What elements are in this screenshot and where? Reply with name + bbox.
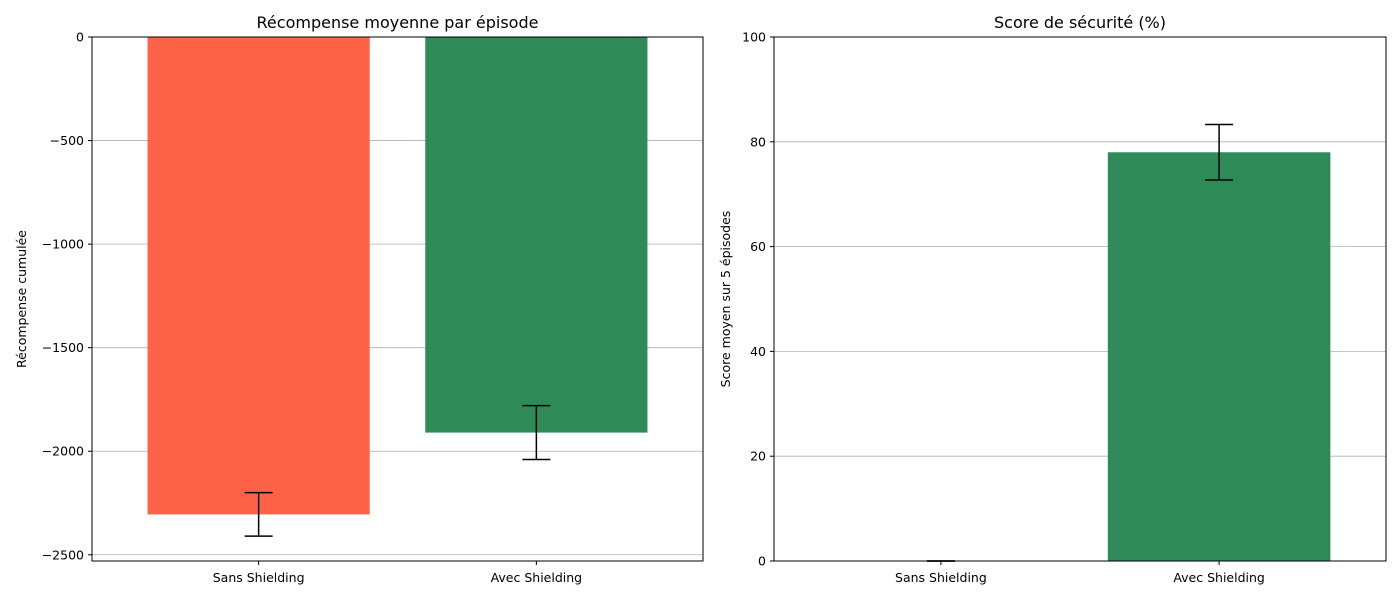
safety-chart-title: Score de sécurité (%) (994, 13, 1166, 32)
reward-bar-0 (147, 37, 370, 515)
reward-ytick-label: −1000 (42, 237, 84, 252)
reward-xtick-label: Avec Shielding (491, 570, 583, 585)
safety-ytick-label: 0 (758, 554, 766, 569)
safety-xtick-label: Sans Shielding (895, 570, 987, 585)
reward-chart-panel: 0 −500 −1000 −1500 −2000 −2500 Sans Shielding A… (14, 13, 704, 585)
safety-ytick-label: 80 (750, 134, 766, 149)
reward-y-axis-label: Récompense cumulée (14, 230, 29, 368)
safety-ytick-label: 20 (750, 449, 766, 464)
reward-ytick-label: −2500 (42, 547, 84, 562)
safety-ytick-label: 40 (750, 344, 766, 359)
safety-xtick-label: Avec Shielding (1173, 570, 1265, 585)
reward-ytick-label: −500 (50, 133, 84, 148)
reward-bar-1 (425, 37, 648, 433)
safety-ytick-label: 60 (750, 239, 766, 254)
reward-ytick-label: −2000 (42, 444, 84, 459)
safety-y-axis-label: Score moyen sur 5 épisodes (718, 211, 733, 388)
reward-xtick-label: Sans Shielding (213, 570, 305, 585)
reward-ytick-label: −1500 (42, 340, 84, 355)
safety-axes-frame (773, 36, 1387, 562)
safety-bar-1 (1107, 152, 1331, 561)
reward-axes-frame (91, 36, 704, 562)
reward-chart-title: Récompense moyenne par épisode (257, 13, 539, 32)
safety-chart-panel: 0 20 40 60 80 100 Sans Shielding Avec Shielding… (718, 13, 1387, 585)
safety-ytick-label: 100 (742, 30, 766, 45)
reward-ytick-label: 0 (76, 30, 84, 45)
